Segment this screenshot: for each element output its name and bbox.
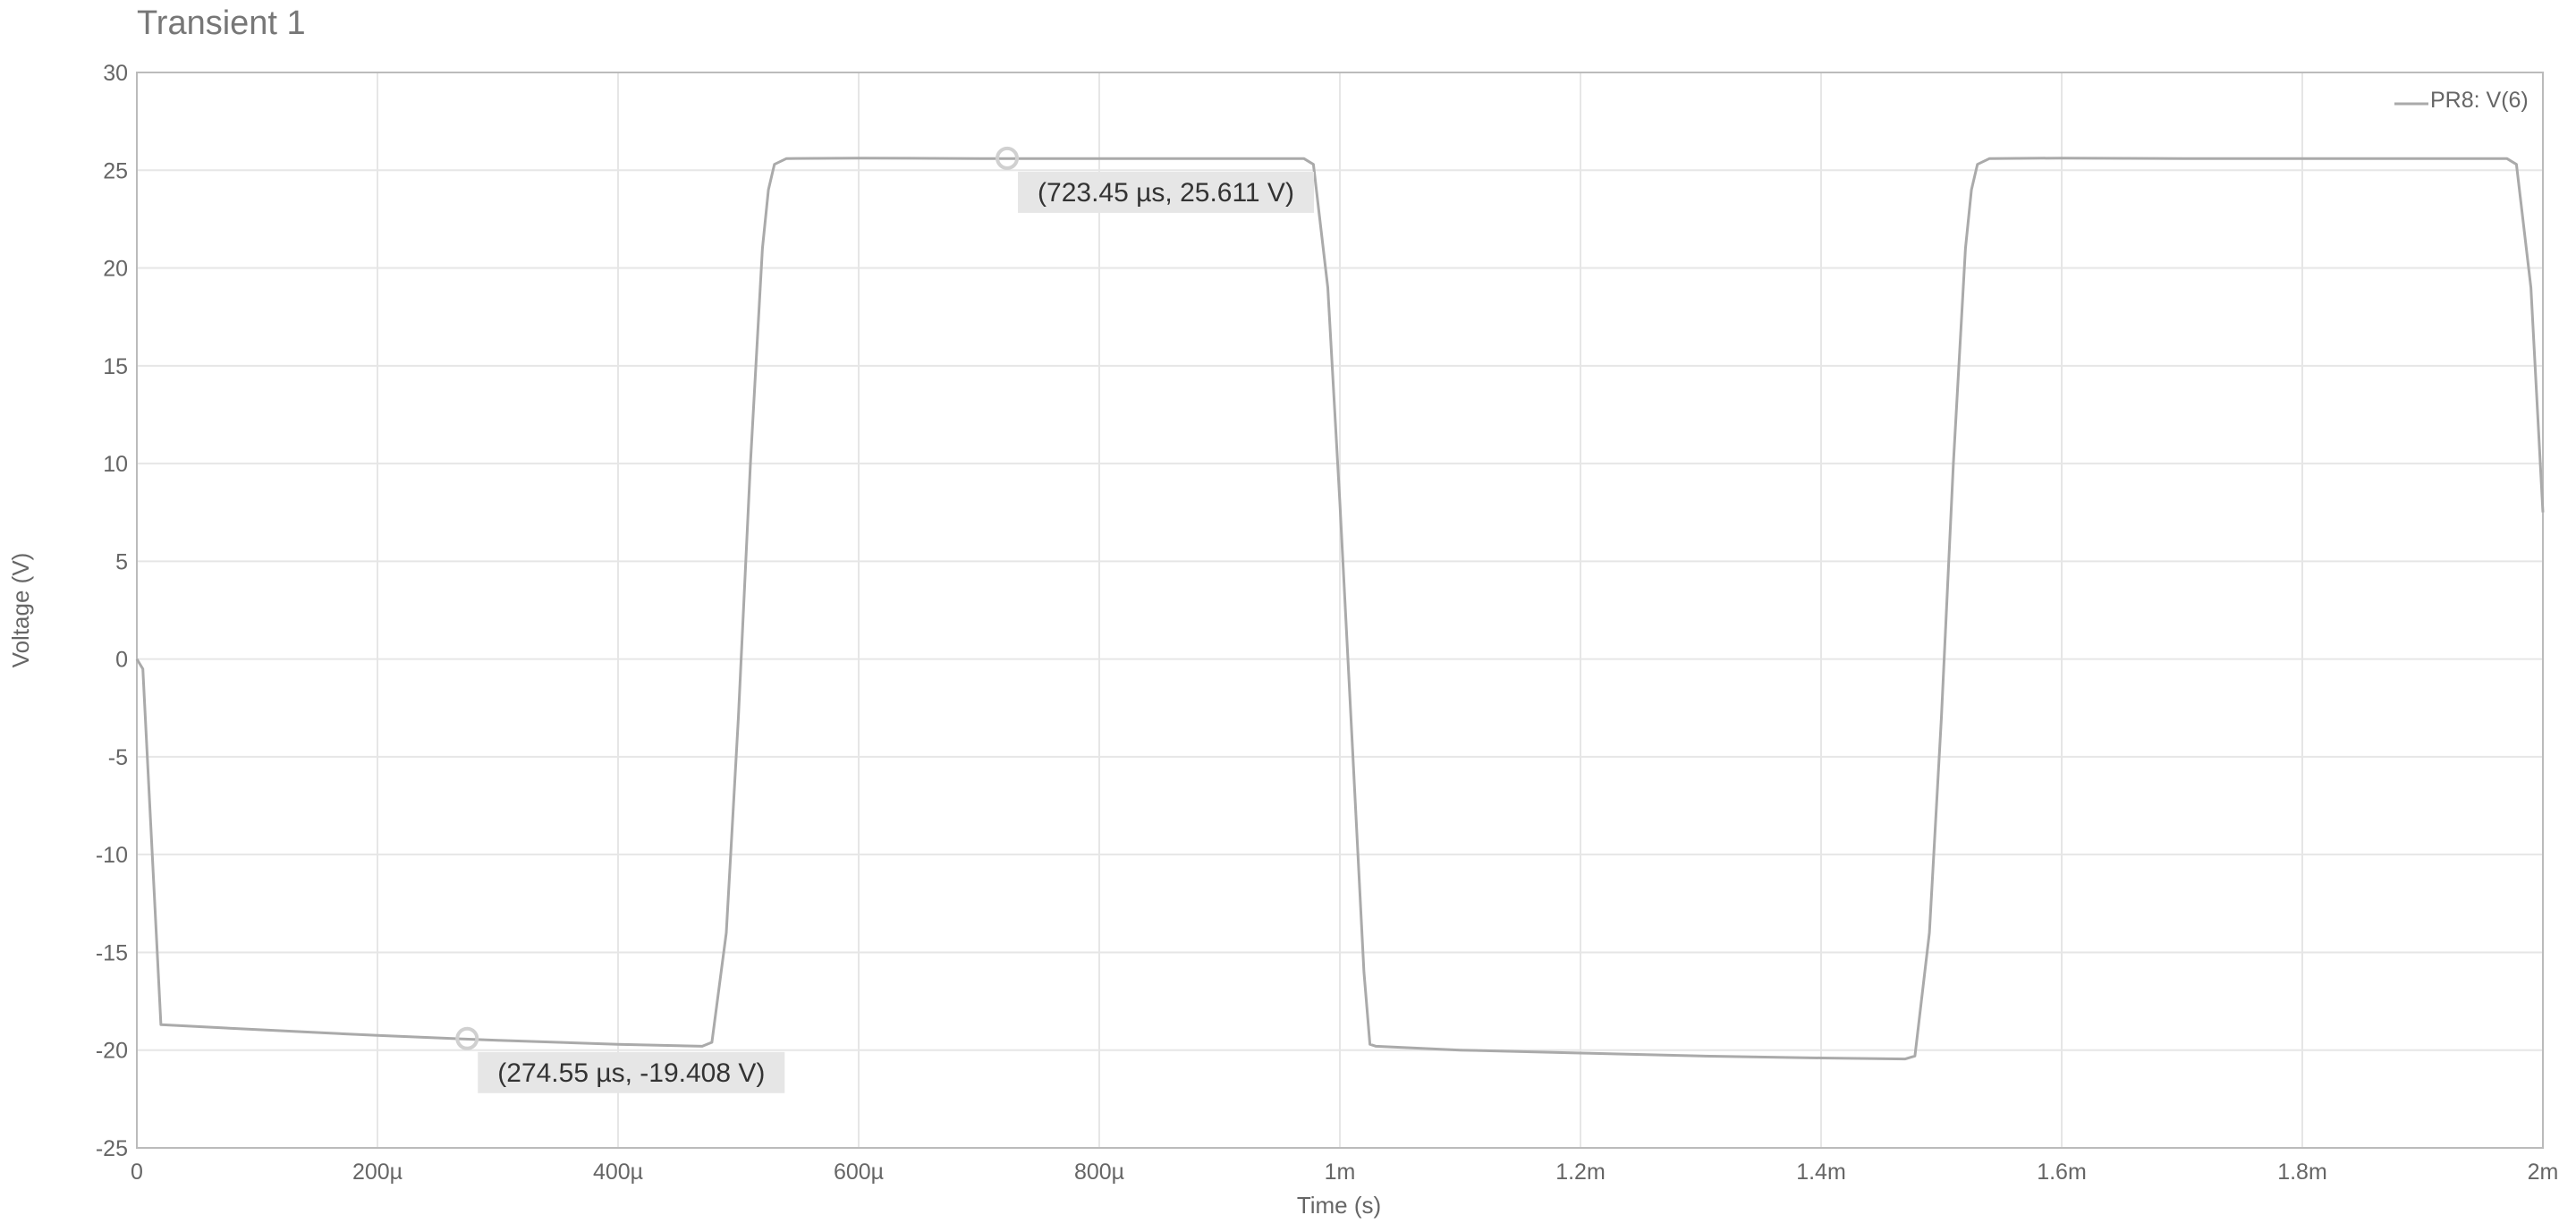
plot-frame <box>136 72 2544 1149</box>
x-tick-label: 200µ <box>352 1160 402 1185</box>
chart-title: Transient 1 <box>137 4 306 42</box>
x-tick-label: 1.6m <box>2037 1160 2087 1185</box>
y-tick-label: -25 <box>96 1136 128 1161</box>
y-axis-ticks: 30 25 20 15 10 5 0 -5 -10 -15 -20 -25 <box>96 61 128 1161</box>
y-tick-label: -15 <box>96 940 128 965</box>
y-tick-label: 5 <box>115 549 128 574</box>
legend[interactable]: PR8: V(6) <box>2394 88 2529 113</box>
x-tick-label: 1m <box>1325 1160 1356 1185</box>
y-axis-label: Voltage (V) <box>7 553 34 668</box>
x-axis-label: Time (s) <box>1297 1192 1381 1219</box>
series-line-pr8-v6[interactable] <box>135 157 2545 1061</box>
y-tick-label: -10 <box>96 843 128 868</box>
x-tick-label: 1.8m <box>2277 1160 2327 1185</box>
x-tick-label: 800µ <box>1074 1160 1124 1185</box>
y-tick-label: 0 <box>115 648 128 673</box>
annotation-label: (723.45 µs, 25.611 V) <box>1038 178 1294 208</box>
annotation-label: (274.55 µs, -19.408 V) <box>497 1058 765 1088</box>
annotation-box <box>478 1051 785 1093</box>
y-tick-label: 25 <box>103 158 128 183</box>
x-tick-label: 1.2m <box>1555 1160 1606 1185</box>
grid <box>136 72 2544 1149</box>
annotation-layer: (723.45 µs, 25.611 V) (274.55 µs, -19.408… <box>455 146 1315 1093</box>
x-tick-label: 400µ <box>593 1160 643 1185</box>
x-tick-label: 0 <box>131 1160 143 1185</box>
legend-entry-label: PR8: V(6) <box>2430 88 2529 113</box>
y-tick-label: 20 <box>103 257 128 282</box>
y-tick-label: 15 <box>103 354 128 379</box>
x-tick-label: 600µ <box>834 1160 884 1185</box>
x-tick-label: 1.4m <box>1796 1160 1846 1185</box>
series-layer <box>135 157 2545 1061</box>
annotation-marker[interactable] <box>996 146 1020 170</box>
y-tick-label: -5 <box>108 745 128 770</box>
y-tick-label: -20 <box>96 1039 128 1064</box>
annotation-box <box>1018 171 1315 213</box>
x-axis-ticks: 0 200µ 400µ 600µ 800µ 1m 1.2m 1.4m 1.6m 1.8m 2m <box>131 1160 2558 1185</box>
annotation-marker[interactable] <box>455 1026 479 1050</box>
x-tick-label: 2m <box>2528 1160 2559 1185</box>
y-tick-label: 30 <box>103 61 128 86</box>
y-tick-label: 10 <box>103 452 128 477</box>
